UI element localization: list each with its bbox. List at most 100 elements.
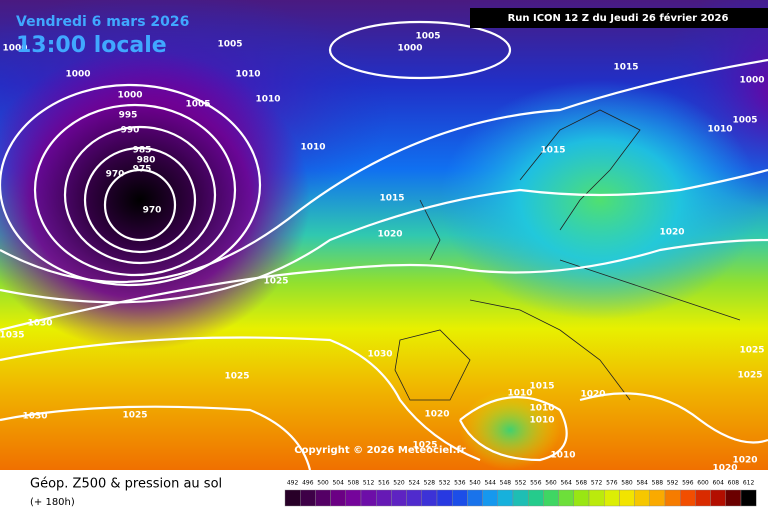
scale-swatch: [315, 489, 331, 507]
isobar-label: 1005: [415, 32, 440, 42]
isobar-label: 1000: [117, 91, 142, 101]
scale-swatch: [360, 489, 377, 507]
isobar-label: 1025: [122, 411, 147, 421]
scale-label: 600: [697, 480, 709, 487]
scale-swatch: [300, 489, 316, 507]
scale-swatch: [467, 489, 483, 507]
scale-swatch: [512, 489, 529, 507]
isobar-label: 1030: [22, 412, 47, 422]
scale-swatch: [497, 489, 514, 507]
scale-swatch: [421, 489, 438, 507]
lead-time: (+ 180h): [30, 497, 75, 508]
scale-swatch: [604, 489, 620, 507]
scale-swatch: [330, 489, 347, 507]
scale-label: 500: [317, 480, 329, 487]
scale-label: 588: [652, 480, 664, 487]
isobar-label: 1010: [507, 389, 532, 399]
run-box: [470, 8, 768, 28]
isobar-label: 1010: [707, 125, 732, 135]
scale-label: 556: [530, 480, 542, 487]
scale-label: 592: [667, 480, 679, 487]
scale-swatch: [664, 489, 681, 507]
isobar-label: 1035: [0, 331, 25, 341]
scale-swatch: [573, 489, 590, 507]
scale-label: 528: [424, 480, 436, 487]
isobar-label: 1010: [255, 95, 280, 105]
scale-label: 504: [332, 480, 344, 487]
scale-label: 496: [302, 480, 314, 487]
scale-label: 612: [743, 480, 755, 487]
isobar-label: 1025: [739, 346, 764, 356]
isobar-label: 1025: [224, 372, 249, 382]
scale-label: 572: [591, 480, 603, 487]
run: Run ICON 12 Z du Jeudi 26 février 2026: [508, 12, 729, 24]
isobar-label: 1005: [185, 100, 210, 110]
scale-label: 604: [712, 480, 724, 487]
isobar-label: 985: [133, 146, 152, 156]
scale-swatch: [452, 489, 468, 507]
scale-swatch: [376, 489, 392, 507]
scale-swatch: [588, 489, 605, 507]
isobar-label: 1020: [580, 390, 605, 400]
isobar-label: 1010: [300, 143, 325, 153]
copyright: Copyright © 2026 Meteociel.fr: [294, 445, 465, 456]
scale-swatch: [482, 489, 499, 507]
date: Vendredi 6 mars 2026: [16, 14, 189, 30]
scale-label: 544: [484, 480, 496, 487]
isobar-label: 1015: [379, 194, 404, 204]
isobar-label: 1010: [235, 70, 260, 80]
isobar-label: 1015: [613, 63, 638, 73]
isobar-label: 1015: [540, 146, 565, 156]
scale-label: 492: [287, 480, 299, 487]
isobar-label: 1010: [529, 404, 554, 414]
isobar-label: 1025: [412, 441, 437, 451]
scale-swatch: [528, 489, 544, 507]
isobar-label: 1020: [712, 464, 737, 474]
isobar-label: 1005: [732, 116, 757, 126]
isobar-label: 1000: [2, 44, 27, 54]
scale-label: 568: [576, 480, 588, 487]
scale-label: 524: [408, 480, 420, 487]
scale-label: 512: [363, 480, 375, 487]
scale-label: 560: [545, 480, 557, 487]
scale-label: 536: [454, 480, 466, 487]
scale-swatch: [680, 489, 696, 507]
isobar-label: 1020: [732, 456, 757, 466]
isobar-label: 1025: [263, 277, 288, 287]
legend-title: Géop. Z500 & pression au sol: [30, 477, 222, 492]
scale-label: 580: [621, 480, 633, 487]
scale-label: 552: [515, 480, 527, 487]
isobar-label: 1005: [217, 40, 242, 50]
isobar-label: 975: [133, 165, 152, 175]
color-scale: 492 496 500 504 508 512 516 520 524 528 532 536 540 5…: [284, 480, 757, 507]
isobar-label: 1030: [367, 350, 392, 360]
scale-label: 532: [439, 480, 451, 487]
scale-swatch: [284, 489, 301, 507]
isobar-label: 1010: [550, 451, 575, 461]
scale-swatch: [436, 489, 453, 507]
isobar-label: 990: [121, 126, 140, 136]
isobar-label: 1020: [424, 410, 449, 420]
scale-label: 576: [606, 480, 618, 487]
scale-swatch: [391, 489, 407, 507]
isobar-label: 980: [137, 156, 156, 166]
isobar-label: 1000: [397, 44, 422, 54]
isobars: 1000100010051005100010101010100510009959…: [0, 20, 768, 474]
scale-swatch: [634, 489, 650, 507]
isobar-label: 970: [143, 206, 162, 216]
isobar-label: 1025: [737, 371, 762, 381]
isobar-label: 1020: [377, 230, 402, 240]
scale-swatch: [725, 489, 742, 507]
isobar-label: 1020: [659, 228, 684, 238]
scale-label: 596: [682, 480, 694, 487]
scale-label: 516: [378, 480, 390, 487]
isobar-label: 995: [119, 111, 138, 121]
scale-label: 608: [728, 480, 740, 487]
scale-label: 508: [348, 480, 360, 487]
time: 13:00 locale: [16, 33, 167, 58]
scale-label: 548: [500, 480, 512, 487]
scale-swatch: [543, 489, 559, 507]
scale-swatch: [740, 489, 757, 507]
